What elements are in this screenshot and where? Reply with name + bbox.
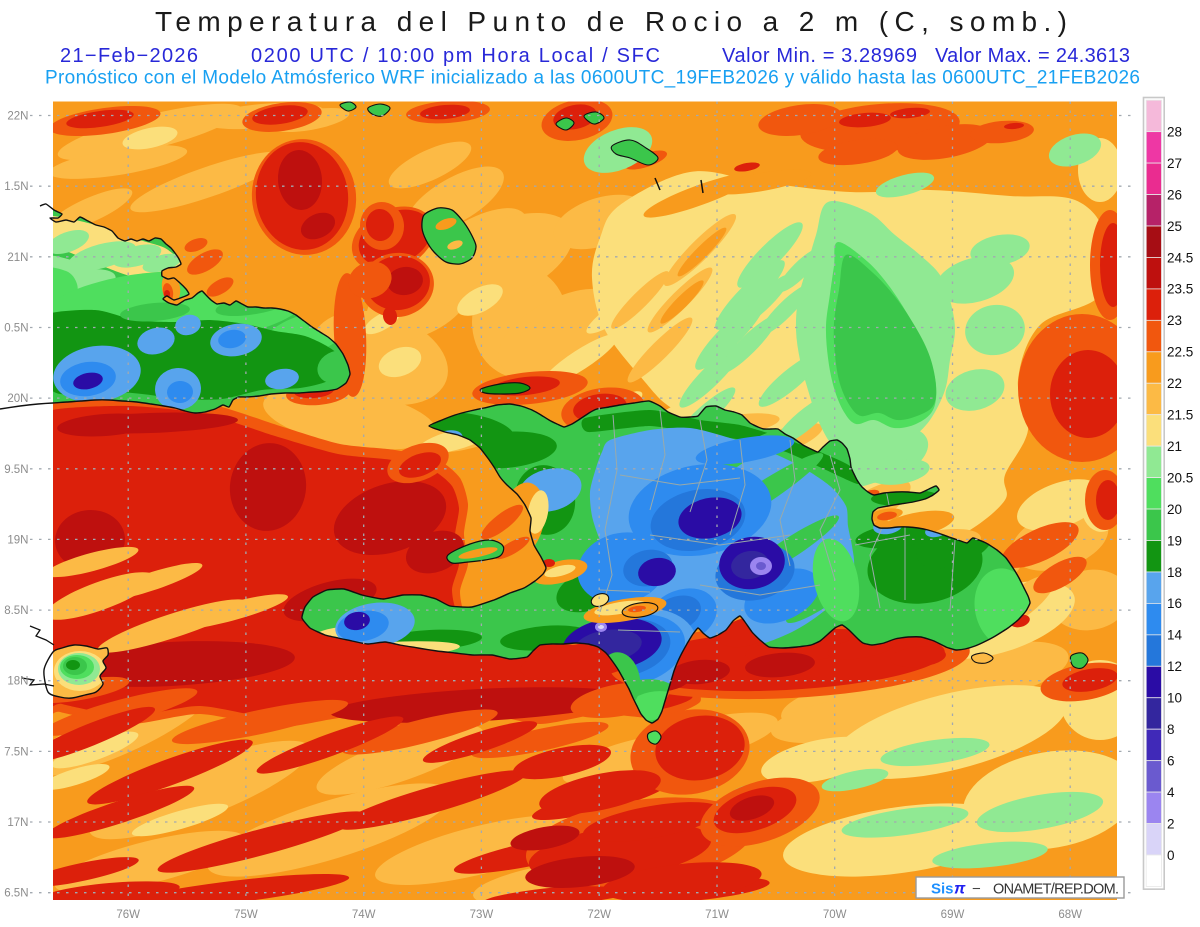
svg-text:23.5: 23.5 xyxy=(1167,282,1193,297)
svg-text:9.5N: 9.5N xyxy=(4,464,28,476)
svg-text:6: 6 xyxy=(1167,753,1175,768)
svg-text:8.5N: 8.5N xyxy=(4,605,28,617)
svg-text:22: 22 xyxy=(1167,376,1182,391)
svg-text:28: 28 xyxy=(1167,124,1182,139)
svg-text:21N: 21N xyxy=(7,252,28,264)
svg-text:0: 0 xyxy=(1167,848,1175,863)
svg-text:22N: 22N xyxy=(7,111,28,123)
svg-text:75W: 75W xyxy=(234,909,258,921)
svg-text:20: 20 xyxy=(1167,502,1182,517)
svg-text:21−Feb−2026: 21−Feb−2026 xyxy=(60,45,198,67)
svg-text:0200 UTC / 10:00 pm Hora Local: 0200 UTC / 10:00 pm Hora Local / SFC xyxy=(251,45,660,67)
svg-text:1.5N: 1.5N xyxy=(4,181,28,193)
svg-text:10: 10 xyxy=(1167,691,1182,706)
svg-text:73W: 73W xyxy=(470,909,494,921)
svg-text:19: 19 xyxy=(1167,533,1182,548)
svg-text:25: 25 xyxy=(1167,219,1182,234)
svg-text:2: 2 xyxy=(1167,816,1175,831)
svg-text:26: 26 xyxy=(1167,187,1182,202)
svg-text:−: − xyxy=(972,881,981,898)
svg-text:74W: 74W xyxy=(352,909,376,921)
svg-text:20N: 20N xyxy=(7,393,28,405)
svg-text:ONAMET/REP.DOM.: ONAMET/REP.DOM. xyxy=(993,882,1119,898)
svg-text:21.5: 21.5 xyxy=(1167,408,1193,423)
svg-text:24.5: 24.5 xyxy=(1167,250,1193,265)
svg-text:8: 8 xyxy=(1167,722,1175,737)
svg-text:72W: 72W xyxy=(587,909,611,921)
svg-text:0.5N: 0.5N xyxy=(4,323,28,335)
svg-text:69W: 69W xyxy=(941,909,965,921)
svg-text:7.5N: 7.5N xyxy=(4,746,28,758)
svg-text:Pronóstico con el Modelo Atmós: Pronóstico con el Modelo Atmósferico WRF… xyxy=(45,68,1140,89)
svg-text:Valor Min. = 3.28969: Valor Min. = 3.28969 xyxy=(722,45,917,67)
svg-text:27: 27 xyxy=(1167,156,1182,171)
svg-text:19N: 19N xyxy=(7,534,28,546)
svg-text:23: 23 xyxy=(1167,313,1182,328)
svg-text:20.5: 20.5 xyxy=(1167,470,1193,485)
svg-text:22.5: 22.5 xyxy=(1167,345,1193,360)
svg-text:16: 16 xyxy=(1167,596,1182,611)
svg-text:4: 4 xyxy=(1167,785,1175,800)
svg-text:21: 21 xyxy=(1167,439,1182,454)
svg-text:70W: 70W xyxy=(823,909,847,921)
svg-text:76W: 76W xyxy=(116,909,140,921)
svg-text:18N: 18N xyxy=(7,676,28,688)
svg-text:17N: 17N xyxy=(7,817,28,829)
svg-text:π: π xyxy=(954,881,966,898)
svg-text:14: 14 xyxy=(1167,628,1183,643)
svg-text:12: 12 xyxy=(1167,659,1182,674)
svg-text:68W: 68W xyxy=(1058,909,1082,921)
svg-text:Sis: Sis xyxy=(931,881,954,898)
svg-text:6.5N: 6.5N xyxy=(4,888,28,900)
svg-text:71W: 71W xyxy=(705,909,729,921)
svg-text:18: 18 xyxy=(1167,565,1182,580)
svg-text:Valor Max. = 24.3613: Valor Max. = 24.3613 xyxy=(935,45,1130,67)
